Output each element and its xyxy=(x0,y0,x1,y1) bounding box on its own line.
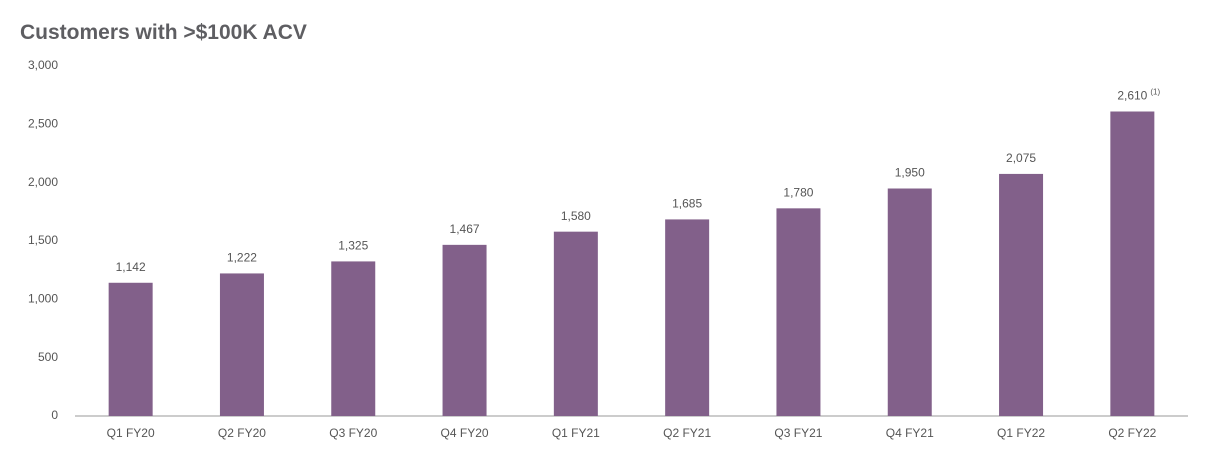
bar xyxy=(999,173,1044,416)
y-tick-label: 2,000 xyxy=(28,175,58,189)
y-tick-label: 1,500 xyxy=(28,233,58,247)
x-tick-label: Q2 FY20 xyxy=(218,426,266,440)
y-tick-label: 0 xyxy=(51,408,58,422)
value-label: 1,685 xyxy=(672,197,702,211)
bar xyxy=(553,231,598,416)
y-tick-label: 1,000 xyxy=(28,292,58,306)
bar xyxy=(108,282,153,416)
y-tick-label: 500 xyxy=(38,350,58,364)
value-label: 1,222 xyxy=(227,251,257,265)
bar xyxy=(331,261,376,416)
x-tick-label: Q4 FY20 xyxy=(441,426,489,440)
x-tick-label: Q2 FY22 xyxy=(1108,426,1156,440)
y-tick-label: 2,500 xyxy=(28,117,58,131)
value-label: 1,780 xyxy=(783,186,813,200)
value-label: 2,075 xyxy=(1006,151,1036,165)
value-label: 2,610 xyxy=(1117,89,1147,103)
bar xyxy=(1110,111,1155,416)
x-tick-label: Q1 FY22 xyxy=(997,426,1045,440)
value-label: 1,580 xyxy=(561,209,591,223)
value-label: 1,950 xyxy=(895,166,925,180)
x-tick-label: Q3 FY21 xyxy=(774,426,822,440)
x-tick-label: Q3 FY20 xyxy=(329,426,377,440)
bar xyxy=(219,273,264,416)
x-tick-label: Q4 FY21 xyxy=(886,426,934,440)
bar xyxy=(442,244,487,416)
bar xyxy=(665,219,710,416)
y-tick-label: 3,000 xyxy=(28,58,58,72)
x-tick-label: Q1 FY21 xyxy=(552,426,600,440)
bar xyxy=(887,188,932,416)
footnote-marker: (1) xyxy=(1150,88,1160,97)
value-label: 1,142 xyxy=(116,260,146,274)
chart-title: Customers with >$100K ACV xyxy=(20,21,307,44)
bar xyxy=(776,208,821,416)
value-label: 1,467 xyxy=(450,222,480,236)
x-tick-label: Q1 FY20 xyxy=(107,426,155,440)
x-tick-label: Q2 FY21 xyxy=(663,426,711,440)
value-label: 1,325 xyxy=(338,239,368,253)
